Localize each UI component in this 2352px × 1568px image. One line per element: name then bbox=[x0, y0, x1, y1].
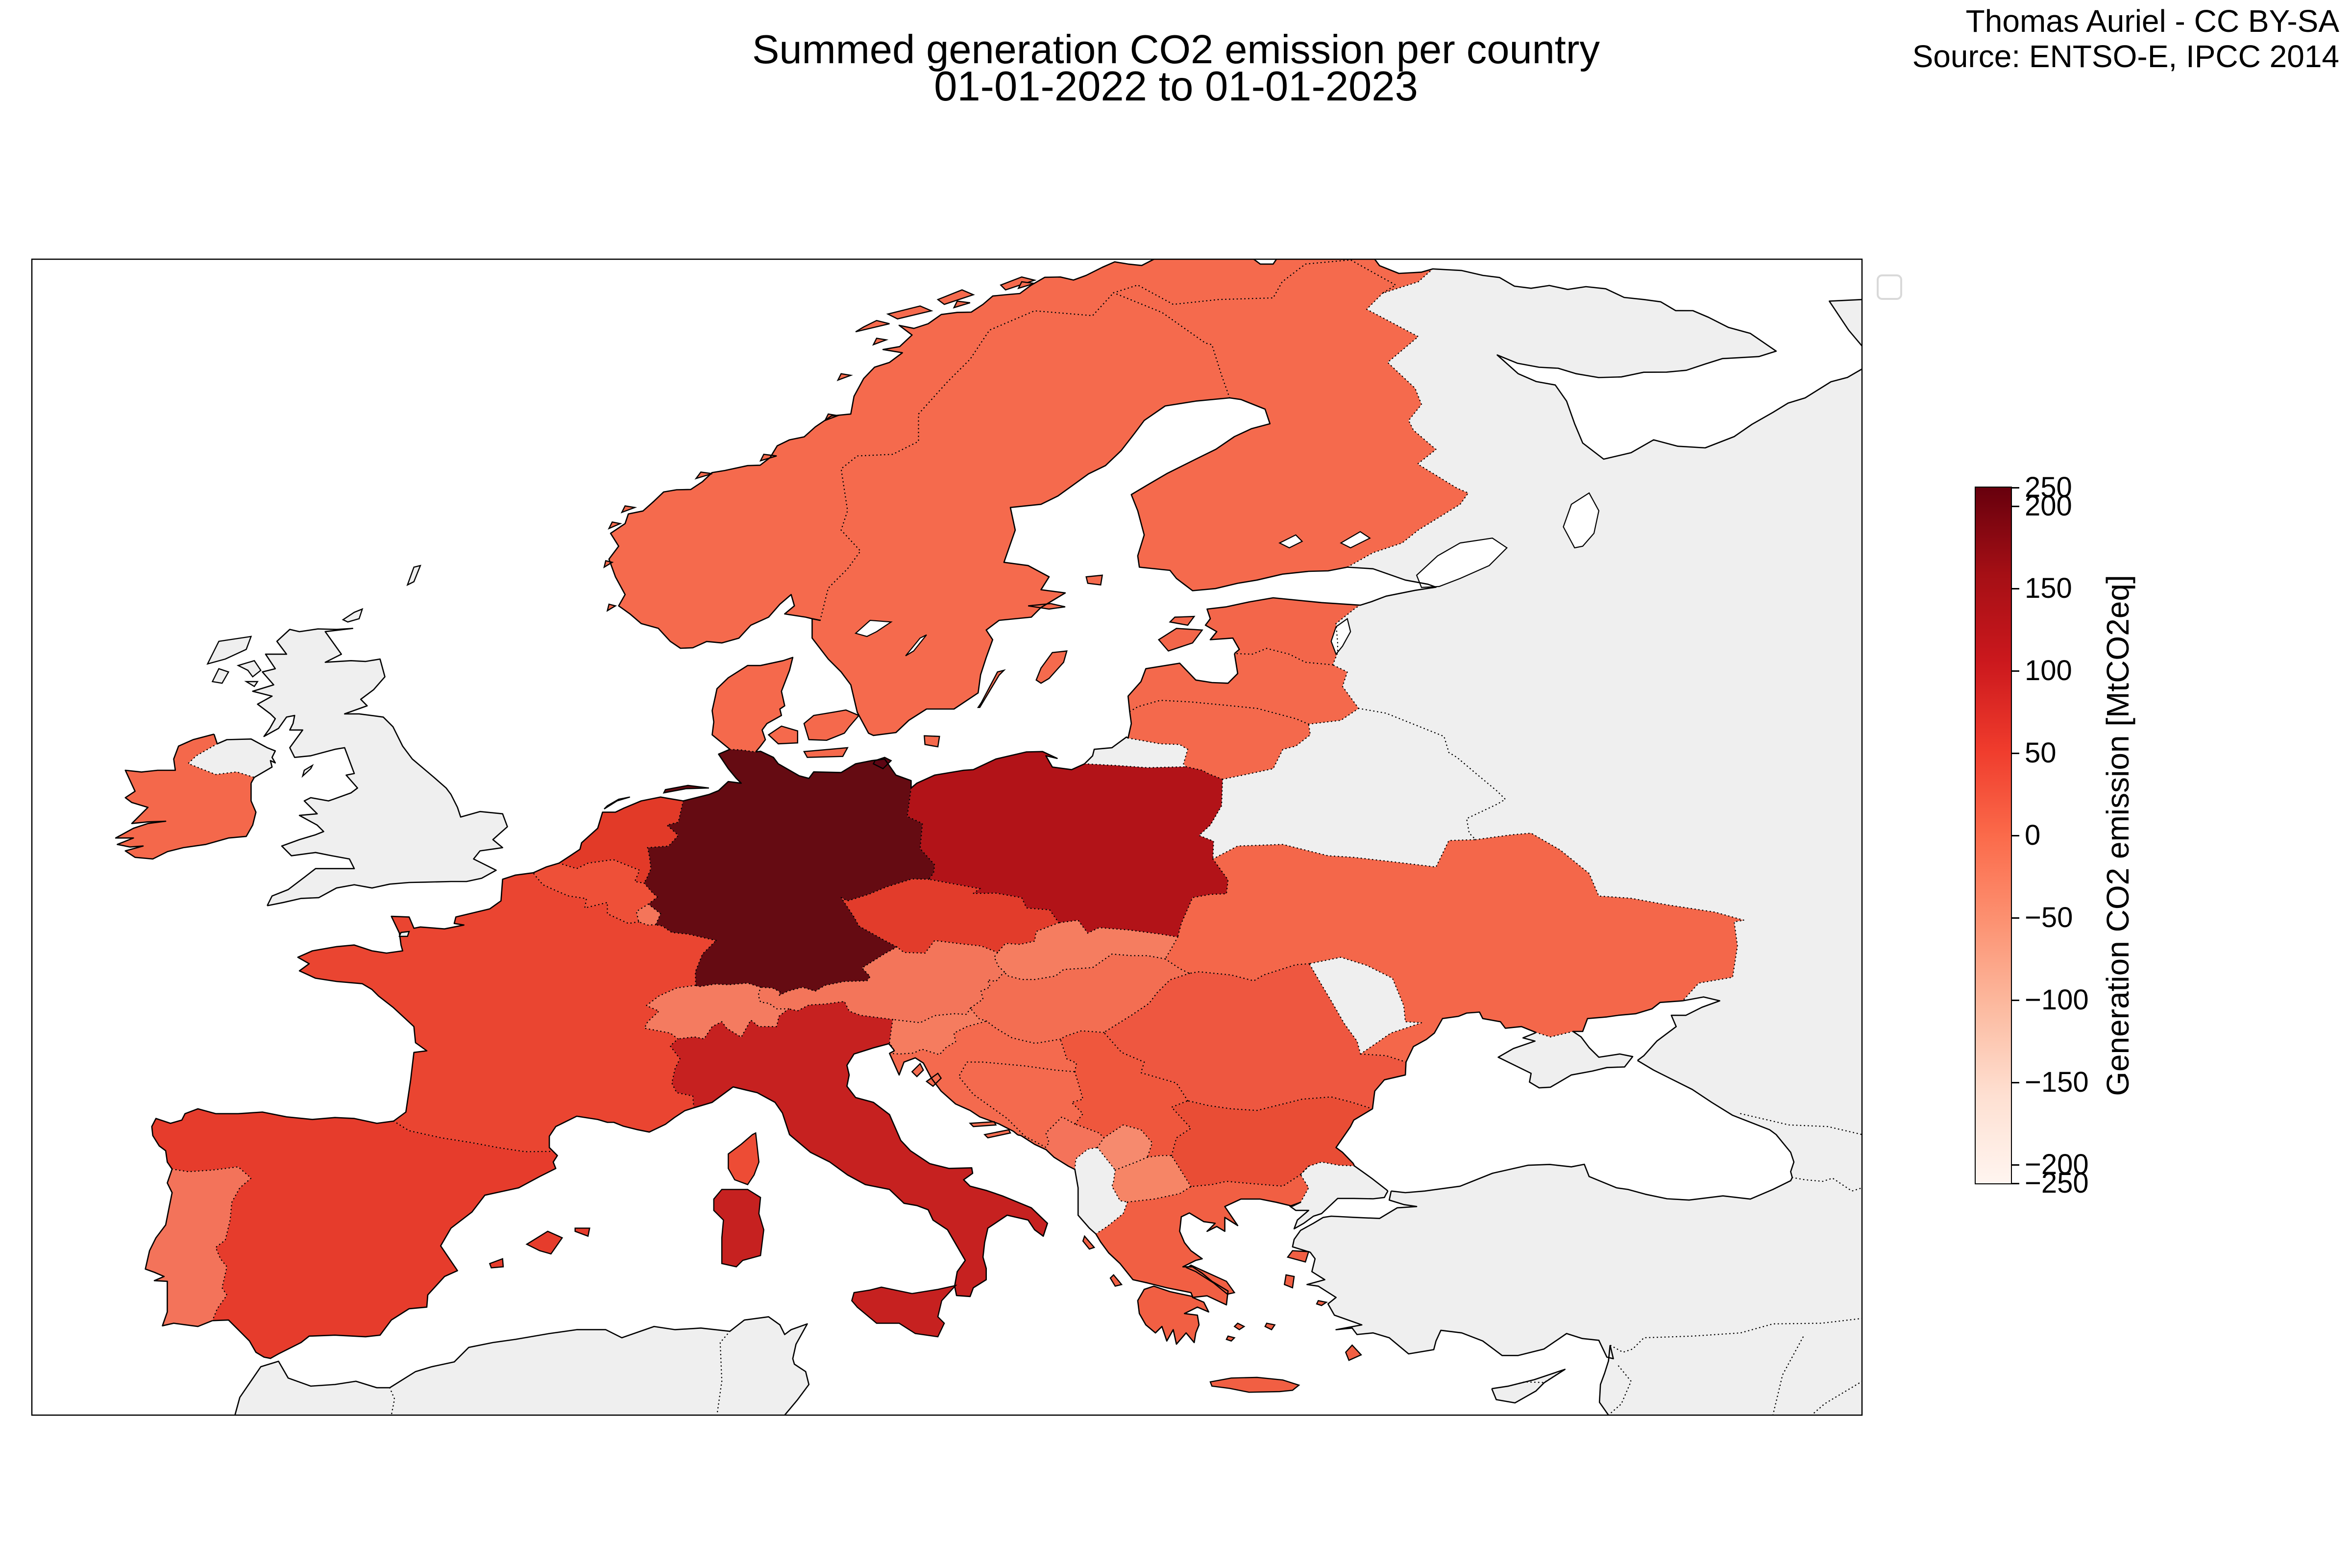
svg-text:Generation CO2 emission [MtCO2: Generation CO2 emission [MtCO2eq] bbox=[2100, 575, 2135, 1096]
